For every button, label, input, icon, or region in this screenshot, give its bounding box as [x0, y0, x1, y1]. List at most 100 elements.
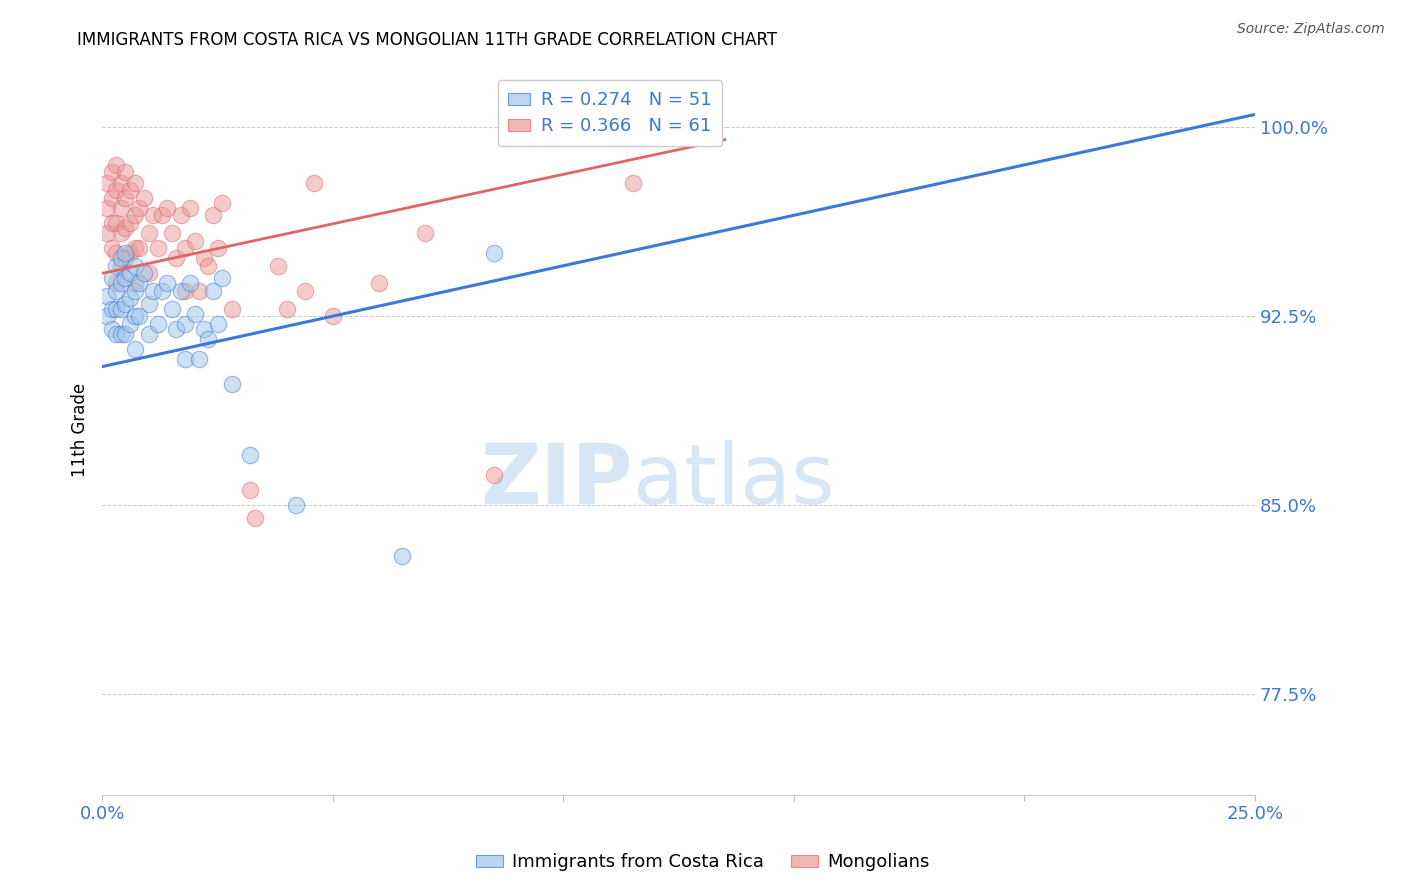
Point [132, 266, 155, 280]
Point [413, 226, 436, 240]
Point [100, 322, 122, 336]
Text: Source: ZipAtlas.com: Source: ZipAtlas.com [1237, 22, 1385, 37]
Point [138, 226, 160, 240]
Y-axis label: 11th Grade: 11th Grade [72, 383, 89, 476]
Point [105, 216, 128, 230]
Point [114, 251, 136, 265]
Point [105, 183, 128, 197]
Text: IMMIGRANTS FROM COSTA RICA VS MONGOLIAN 11TH GRADE CORRELATION CHART: IMMIGRANTS FROM COSTA RICA VS MONGOLIAN … [77, 31, 778, 49]
Legend: Immigrants from Costa Rica, Mongolians: Immigrants from Costa Rica, Mongolians [470, 847, 936, 879]
Point [124, 309, 146, 323]
Point [183, 234, 205, 248]
Point [170, 284, 193, 298]
Point [120, 317, 142, 331]
Point [128, 241, 150, 255]
Point [128, 309, 150, 323]
Point [105, 259, 128, 273]
Point [160, 226, 183, 240]
Point [110, 277, 132, 291]
Point [105, 246, 128, 260]
Point [105, 326, 128, 341]
Point [138, 296, 160, 310]
Point [114, 191, 136, 205]
Point [202, 208, 225, 222]
Point [96, 201, 118, 215]
Point [124, 284, 146, 298]
Point [188, 351, 211, 366]
Point [211, 195, 233, 210]
Point [105, 284, 128, 298]
Point [110, 259, 132, 273]
Point [114, 165, 136, 179]
Point [110, 326, 132, 341]
Point [114, 220, 136, 235]
Point [150, 208, 173, 222]
Point [294, 284, 316, 298]
Point [197, 332, 219, 346]
Point [243, 510, 266, 524]
Point [142, 208, 165, 222]
Point [124, 259, 146, 273]
Point [110, 201, 132, 215]
Point [484, 467, 506, 482]
Point [239, 483, 262, 497]
Point [105, 158, 128, 172]
Point [160, 301, 183, 316]
Point [183, 307, 205, 321]
Point [188, 284, 211, 298]
Point [211, 271, 233, 285]
Point [100, 216, 122, 230]
Point [285, 498, 308, 512]
Point [221, 377, 243, 392]
Point [110, 226, 132, 240]
Point [193, 322, 215, 336]
Point [96, 309, 118, 323]
Point [239, 448, 262, 462]
Point [146, 317, 169, 331]
Point [174, 317, 197, 331]
Point [197, 259, 219, 273]
Point [266, 259, 288, 273]
Point [221, 301, 243, 316]
Point [105, 301, 128, 316]
Point [128, 201, 150, 215]
Point [174, 351, 197, 366]
Point [114, 326, 136, 341]
Point [124, 241, 146, 255]
Point [156, 201, 179, 215]
Point [621, 176, 644, 190]
Point [110, 301, 132, 316]
Point [484, 246, 506, 260]
Point [391, 549, 413, 563]
Point [96, 176, 118, 190]
Point [96, 226, 118, 240]
Point [100, 191, 122, 205]
Point [120, 183, 142, 197]
Point [156, 277, 179, 291]
Point [100, 165, 122, 179]
Point [322, 309, 344, 323]
Point [304, 176, 326, 190]
Point [110, 176, 132, 190]
Point [100, 301, 122, 316]
Point [120, 292, 142, 306]
Point [174, 284, 197, 298]
Point [110, 251, 132, 265]
Point [128, 277, 150, 291]
Point [138, 266, 160, 280]
Point [96, 289, 118, 303]
Point [120, 266, 142, 280]
Point [146, 241, 169, 255]
Point [193, 251, 215, 265]
Point [120, 216, 142, 230]
Point [202, 284, 225, 298]
Point [170, 208, 193, 222]
Point [114, 296, 136, 310]
Point [120, 246, 142, 260]
Point [150, 284, 173, 298]
Point [114, 246, 136, 260]
Text: atlas: atlas [633, 441, 834, 521]
Point [207, 317, 229, 331]
Point [276, 301, 298, 316]
Point [165, 251, 187, 265]
